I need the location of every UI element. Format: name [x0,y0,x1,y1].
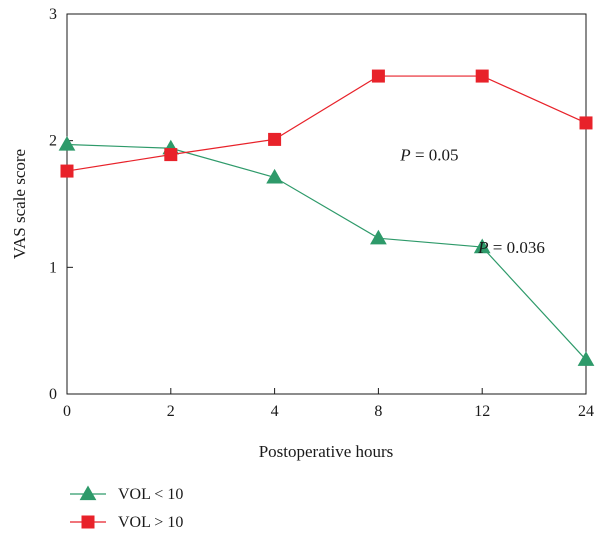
data-point-marker [370,229,387,245]
legend: VOL < 10 VOL > 10 [70,485,183,531]
data-point-marker [164,148,178,162]
legend-label: VOL < 10 [118,486,183,503]
plot-area-frame [66,13,587,395]
series-line [66,75,587,172]
series-line [66,143,587,361]
x-tick-label: 0 [63,403,71,420]
data-point-marker [58,135,76,151]
legend-item: VOL > 10 [70,514,183,531]
x-tick-label: 24 [578,403,594,420]
x-tick-label: 2 [167,403,175,420]
y-axis-ticks: 0 1 2 3 [49,6,73,403]
series-layer [58,69,595,366]
legend-label: VOL > 10 [118,514,183,531]
x-tick-label: 12 [474,403,490,420]
series-2 [60,69,593,178]
data-point-marker [475,69,489,83]
legend-swatch-marker [81,515,95,529]
data-point-marker [60,164,74,178]
y-axis-title: VAS scale score [10,149,29,259]
data-point-marker [371,69,385,83]
x-axis-ticks: 0 2 4 8 12 24 [63,388,594,420]
p-value-annotation: P = 0.036 [477,238,545,257]
y-tick-label: 3 [49,6,57,23]
y-tick-label: 1 [49,259,57,276]
data-point-marker [473,238,491,254]
legend-item: VOL < 10 [70,485,183,503]
data-point-marker [577,351,595,366]
legend-swatch-marker [79,485,97,501]
y-tick-label: 2 [49,133,57,150]
x-tick-label: 4 [271,403,279,420]
data-point-marker [579,116,593,130]
data-point-marker [266,168,283,184]
x-tick-label: 8 [374,403,382,420]
p-value-annotation: P = 0.05 [399,146,458,165]
data-point-marker [268,132,282,146]
annotation-layer: P = 0.05 P = 0.036 [399,146,545,257]
y-tick-label: 0 [49,386,57,403]
x-axis-title: Postoperative hours [259,442,394,461]
